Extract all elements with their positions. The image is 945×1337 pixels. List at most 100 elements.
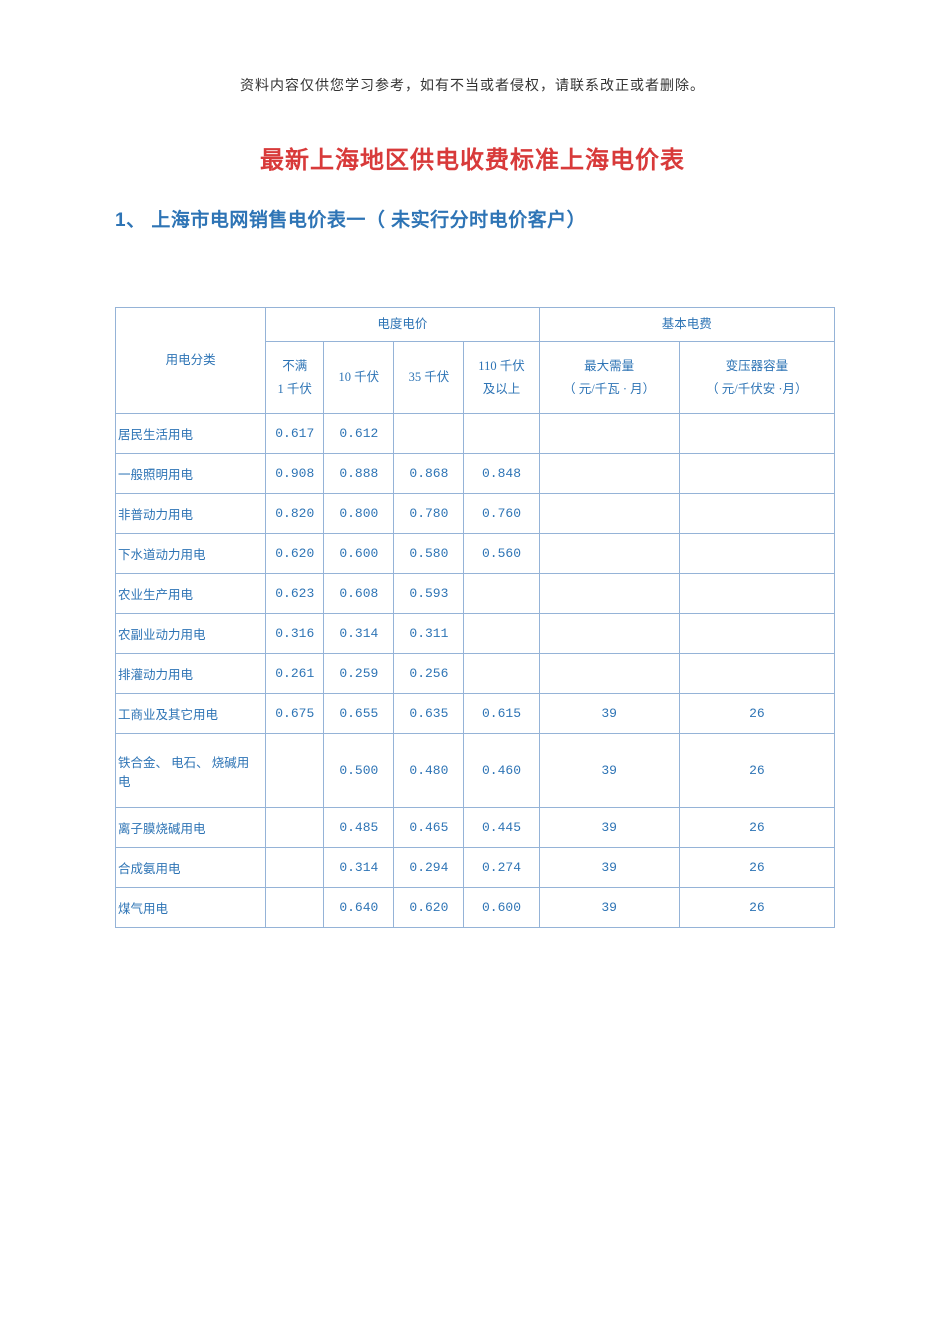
header-text: （ 元/千瓦 · 月） <box>563 382 655 396</box>
header-voltage-2: 10 千伏 <box>324 342 394 414</box>
value-cell: 0.593 <box>394 574 464 614</box>
value-cell: 26 <box>679 848 834 888</box>
value-cell <box>266 848 324 888</box>
value-cell: 0.485 <box>324 808 394 848</box>
value-cell: 0.888 <box>324 454 394 494</box>
table-row: 农副业动力用电0.3160.3140.311 <box>116 614 835 654</box>
category-cell: 煤气用电 <box>116 888 266 928</box>
value-cell: 0.600 <box>324 534 394 574</box>
value-cell: 0.640 <box>324 888 394 928</box>
header-max-demand: 最大需量 （ 元/千瓦 · 月） <box>539 342 679 414</box>
value-cell <box>539 654 679 694</box>
category-cell: 居民生活用电 <box>116 414 266 454</box>
header-energy-group: 电度电价 <box>266 308 539 342</box>
value-cell <box>464 614 539 654</box>
value-cell: 39 <box>539 808 679 848</box>
value-cell <box>679 654 834 694</box>
table-row: 合成氨用电0.3140.2940.2743926 <box>116 848 835 888</box>
price-table: 用电分类 电度电价 基本电费 不满 1 千伏 10 千伏 35 千伏 110 千… <box>115 307 835 928</box>
category-cell: 铁合金、 电石、 烧碱用电 <box>116 734 266 808</box>
header-text: 不满 <box>282 359 307 373</box>
value-cell: 0.800 <box>324 494 394 534</box>
value-cell: 0.868 <box>394 454 464 494</box>
value-cell <box>539 454 679 494</box>
value-cell: 26 <box>679 734 834 808</box>
value-cell: 0.259 <box>324 654 394 694</box>
value-cell: 0.600 <box>464 888 539 928</box>
value-cell: 39 <box>539 848 679 888</box>
table-row: 下水道动力用电0.6200.6000.5800.560 <box>116 534 835 574</box>
value-cell: 0.311 <box>394 614 464 654</box>
category-cell: 农副业动力用电 <box>116 614 266 654</box>
value-cell <box>679 534 834 574</box>
value-cell: 0.465 <box>394 808 464 848</box>
table-row: 非普动力用电0.8200.8000.7800.760 <box>116 494 835 534</box>
category-cell: 合成氨用电 <box>116 848 266 888</box>
value-cell: 0.261 <box>266 654 324 694</box>
header-text: 最大需量 <box>584 359 634 373</box>
value-cell: 0.460 <box>464 734 539 808</box>
table-row: 铁合金、 电石、 烧碱用电 0.5000.4800.4603926 <box>116 734 835 808</box>
value-cell <box>394 414 464 454</box>
value-cell: 0.623 <box>266 574 324 614</box>
value-cell: 0.316 <box>266 614 324 654</box>
value-cell: 26 <box>679 808 834 848</box>
category-cell: 农业生产用电 <box>116 574 266 614</box>
value-cell <box>679 454 834 494</box>
category-cell: 排灌动力用电 <box>116 654 266 694</box>
value-cell: 0.256 <box>394 654 464 694</box>
value-cell: 39 <box>539 694 679 734</box>
table-header: 用电分类 电度电价 基本电费 不满 1 千伏 10 千伏 35 千伏 110 千… <box>116 308 835 414</box>
value-cell <box>679 614 834 654</box>
value-cell: 0.560 <box>464 534 539 574</box>
value-cell <box>539 534 679 574</box>
category-cell: 工商业及其它用电 <box>116 694 266 734</box>
category-cell: 离子膜烧碱用电 <box>116 808 266 848</box>
table-row: 工商业及其它用电0.6750.6550.6350.6153926 <box>116 694 835 734</box>
value-cell: 0.908 <box>266 454 324 494</box>
table-row: 居民生活用电0.6170.612 <box>116 414 835 454</box>
value-cell: 0.480 <box>394 734 464 808</box>
value-cell <box>539 494 679 534</box>
value-cell <box>464 414 539 454</box>
value-cell <box>266 734 324 808</box>
value-cell: 26 <box>679 888 834 928</box>
table-body: 居民生活用电0.6170.612一般照明用电0.9080.8880.8680.8… <box>116 414 835 928</box>
header-transformer: 变压器容量 （ 元/千伏安 ·月） <box>679 342 834 414</box>
value-cell <box>464 654 539 694</box>
value-cell: 0.294 <box>394 848 464 888</box>
value-cell <box>539 574 679 614</box>
value-cell: 0.445 <box>464 808 539 848</box>
header-text: 110 千伏 <box>478 359 524 373</box>
header-text: 变压器容量 <box>726 359 789 373</box>
main-title: 最新上海地区供电收费标准上海电价表 <box>0 140 945 175</box>
table-row: 排灌动力用电0.2610.2590.256 <box>116 654 835 694</box>
value-cell: 0.617 <box>266 414 324 454</box>
value-cell: 0.780 <box>394 494 464 534</box>
section-title: 1、 上海市电网销售电价表一（ 未实行分时电价客户） <box>115 205 945 232</box>
value-cell: 0.615 <box>464 694 539 734</box>
header-basic-group: 基本电费 <box>539 308 834 342</box>
value-cell <box>539 614 679 654</box>
category-cell: 一般照明用电 <box>116 454 266 494</box>
header-text: 及以上 <box>483 382 521 396</box>
value-cell: 0.675 <box>266 694 324 734</box>
value-cell <box>679 574 834 614</box>
value-cell: 0.608 <box>324 574 394 614</box>
value-cell: 0.620 <box>266 534 324 574</box>
value-cell: 0.580 <box>394 534 464 574</box>
table-row: 煤气用电0.6400.6200.6003926 <box>116 888 835 928</box>
value-cell <box>679 494 834 534</box>
header-category: 用电分类 <box>116 308 266 414</box>
category-cell: 下水道动力用电 <box>116 534 266 574</box>
value-cell <box>266 808 324 848</box>
value-cell <box>679 414 834 454</box>
header-text: 1 千伏 <box>278 382 312 396</box>
disclaimer-text: 资料内容仅供您学习参考，如有不当或者侵权，请联系改正或者删除。 <box>0 75 945 95</box>
value-cell: 39 <box>539 734 679 808</box>
value-cell: 0.820 <box>266 494 324 534</box>
header-voltage-4: 110 千伏 及以上 <box>464 342 539 414</box>
value-cell: 0.314 <box>324 614 394 654</box>
value-cell: 0.500 <box>324 734 394 808</box>
value-cell: 0.612 <box>324 414 394 454</box>
